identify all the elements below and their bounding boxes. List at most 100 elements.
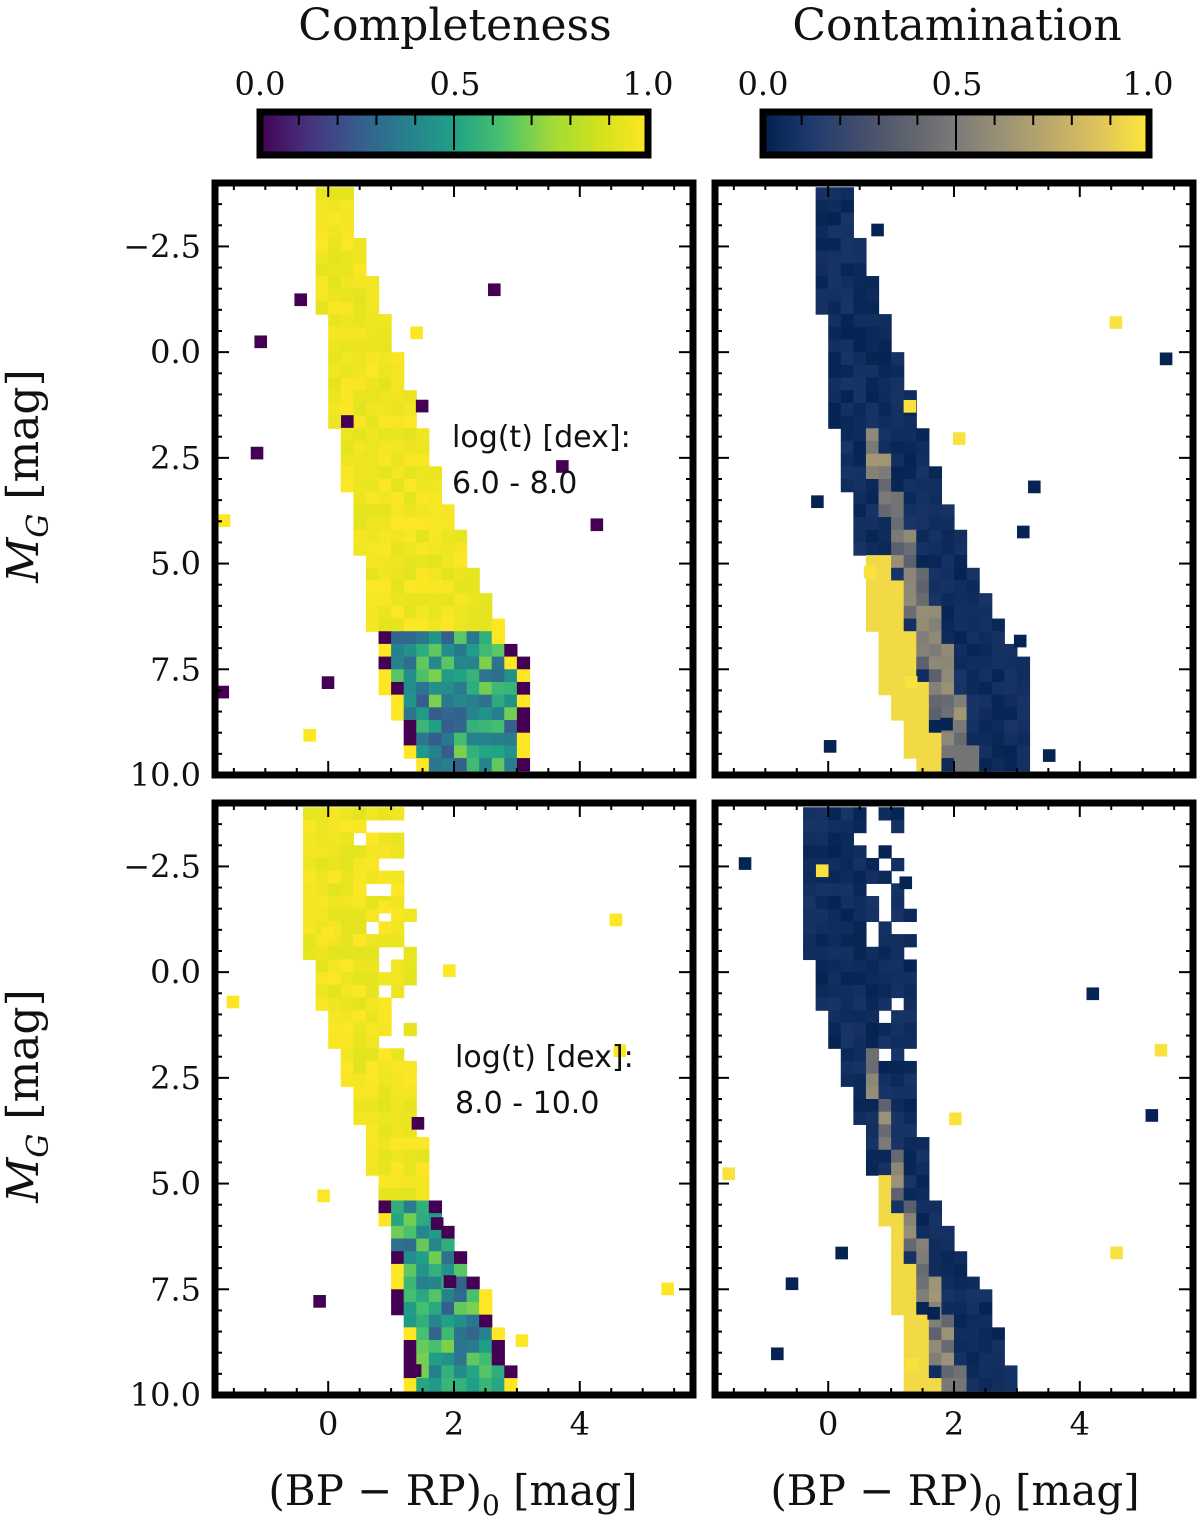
heatmap-cell xyxy=(916,1352,930,1366)
heatmap-cell xyxy=(928,517,943,531)
heatmap-cell xyxy=(416,529,430,544)
heatmap-cell xyxy=(391,1111,405,1125)
heatmap-cell xyxy=(391,1099,405,1113)
heatmap-cell xyxy=(928,479,943,493)
heatmap-cell xyxy=(403,1086,417,1100)
heatmap-cell xyxy=(441,681,455,696)
heatmap-cell xyxy=(661,1282,674,1296)
heatmap-cell xyxy=(340,466,354,480)
heatmap-cell xyxy=(853,402,867,417)
heatmap-cell xyxy=(504,745,518,759)
heatmap-cell xyxy=(928,491,943,505)
heatmap-cell xyxy=(891,819,905,834)
heatmap-cell xyxy=(815,832,829,846)
heatmap-cell xyxy=(416,1301,430,1316)
heatmap-cell xyxy=(340,440,354,455)
heatmap-cell xyxy=(878,352,892,366)
heatmap-cell xyxy=(250,446,264,460)
heatmap-cell xyxy=(979,656,993,670)
heatmap-cell xyxy=(853,845,867,859)
heatmap-cell xyxy=(828,415,842,429)
heatmap-cell xyxy=(378,377,392,391)
heatmap-cell xyxy=(966,669,980,683)
heatmap-cell xyxy=(878,326,892,341)
heatmap-cell xyxy=(441,1352,455,1366)
heatmap-cell xyxy=(815,807,829,821)
heatmap-cell xyxy=(365,1048,380,1062)
heatmap-cell xyxy=(1042,749,1056,762)
heatmap-cell xyxy=(1016,525,1030,539)
heatmap-cell xyxy=(391,1200,405,1214)
heatmap-cell xyxy=(479,631,493,645)
heatmap-cell xyxy=(365,832,380,846)
heatmap-cell xyxy=(315,946,329,961)
heatmap-cell xyxy=(479,1352,493,1366)
heatmap-cell xyxy=(613,1044,627,1058)
heatmap-cell xyxy=(891,618,905,632)
heatmap-cell xyxy=(828,819,842,834)
heatmap-cell xyxy=(903,694,917,708)
colorbar-completeness: Completeness 0.0 0.5 1.0 xyxy=(235,0,674,159)
heatmap-cell xyxy=(865,870,880,884)
colorbar-contamination-tick-label: 0.5 xyxy=(932,65,983,103)
heatmap-cell xyxy=(416,517,430,531)
heatmap-cell xyxy=(365,1099,380,1113)
heatmap-cell xyxy=(828,997,842,1011)
heatmap-cell xyxy=(853,352,867,366)
heatmap-cell xyxy=(853,390,867,404)
heatmap-cell xyxy=(891,631,905,645)
heatmap-cell xyxy=(966,618,980,632)
heatmap-cell xyxy=(903,1213,917,1227)
heatmap-cell xyxy=(328,1035,342,1049)
heatmap-cell xyxy=(441,555,455,569)
heatmap-cell xyxy=(828,225,842,239)
heatmap-cell xyxy=(979,681,993,696)
heatmap-cell xyxy=(391,618,405,632)
heatmap-cell xyxy=(515,1334,529,1347)
heatmap-cell xyxy=(903,1187,917,1202)
heatmap-cell xyxy=(488,283,501,297)
heatmap-cell xyxy=(328,276,342,290)
heatmap-cell xyxy=(428,720,443,734)
heatmap-cell xyxy=(840,276,854,290)
heatmap-cell xyxy=(891,1162,905,1176)
colorbar-completeness-tick-label: 1.0 xyxy=(623,65,674,103)
heatmap-cell xyxy=(891,402,905,417)
heatmap-cell xyxy=(491,758,505,772)
heatmap-cell xyxy=(479,1289,493,1303)
heatmap-cell xyxy=(840,959,854,973)
heatmap-cell xyxy=(403,517,417,531)
heatmap-cell xyxy=(378,1200,392,1214)
heatmap-cell xyxy=(815,288,829,302)
heatmap-cell xyxy=(353,466,367,480)
heatmap-cell xyxy=(979,1378,993,1392)
heatmap-cell xyxy=(403,959,417,973)
heatmap-cell xyxy=(878,921,892,935)
heatmap-cell xyxy=(504,732,518,746)
heatmap-cell xyxy=(378,656,392,670)
heatmap-cell xyxy=(430,1217,444,1230)
heatmap-cell xyxy=(954,694,968,708)
heatmap-cell xyxy=(828,857,842,872)
heatmap-cell xyxy=(828,364,842,379)
heatmap-cell xyxy=(378,681,392,696)
heatmap-cell xyxy=(441,593,455,607)
heatmap-cell xyxy=(941,1251,955,1265)
heatmap-cell xyxy=(416,643,430,658)
heatmap-cell xyxy=(466,593,480,607)
heatmap-cell xyxy=(391,694,405,708)
heatmap-cell xyxy=(1145,1109,1159,1122)
heatmap-cell xyxy=(454,1340,468,1354)
heatmap-cell xyxy=(504,1365,518,1379)
heatmap-cell xyxy=(365,959,380,973)
heatmap-cell xyxy=(416,1327,430,1341)
heatmap-cell xyxy=(378,1111,392,1125)
heatmap-cell xyxy=(378,845,392,859)
heatmap-cell xyxy=(928,669,943,683)
heatmap-cell xyxy=(340,921,354,935)
heatmap-cell xyxy=(403,1340,417,1354)
heatmap-cell xyxy=(491,1352,505,1366)
heatmap-cell xyxy=(391,707,405,721)
heatmap-cell xyxy=(353,314,367,328)
heatmap-cell xyxy=(916,428,930,442)
